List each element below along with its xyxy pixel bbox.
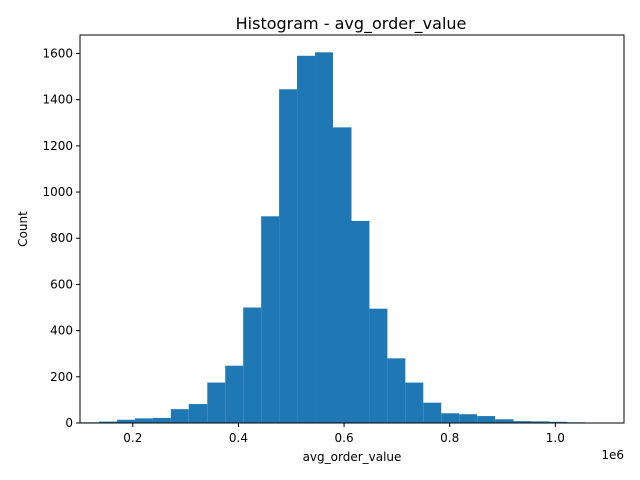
x-axis-label: avg_order_value [303, 450, 402, 464]
x-axis-offset-label: 1e6 [601, 448, 624, 462]
x-tick-label-1: 0.4 [229, 431, 248, 445]
histogram-bar-16 [369, 308, 388, 423]
y-tick-label-8: 1600 [42, 46, 73, 60]
histogram-bar-4 [152, 417, 171, 423]
y-tick-label-7: 1400 [42, 93, 73, 107]
histogram-bar-17 [387, 358, 406, 423]
histogram-bar-6 [188, 404, 208, 423]
y-tick-label-5: 1000 [42, 185, 73, 199]
histogram-bar-3 [134, 418, 153, 423]
x-tick-label-4: 1.0 [546, 431, 565, 445]
chart-title: Histogram - avg_order_value [236, 14, 467, 34]
x-tick-label-0: 0.2 [123, 431, 142, 445]
y-axis-label: Count [16, 211, 30, 247]
plot-frame [79, 34, 625, 424]
histogram-bars [81, 52, 622, 424]
histogram-bar-22 [477, 416, 496, 423]
histogram-bar-15 [351, 220, 370, 423]
histogram-bar-10 [261, 216, 280, 423]
y-tick-label-6: 1200 [42, 139, 73, 153]
histogram-bar-1 [99, 421, 117, 423]
histogram-bar-19 [423, 402, 442, 423]
x-tick-label-3: 0.8 [440, 431, 459, 445]
histogram-bar-13 [315, 52, 333, 423]
y-tick-label-1: 200 [50, 370, 73, 384]
y-tick-label-3: 600 [50, 277, 73, 291]
histogram-bar-7 [207, 382, 226, 423]
histogram-bar-11 [279, 89, 298, 424]
y-tick-label-4: 800 [50, 231, 73, 245]
histogram-bar-23 [495, 419, 514, 423]
histogram-bar-18 [405, 382, 424, 423]
histogram-bar-25 [531, 421, 550, 423]
histogram-bar-8 [225, 365, 244, 423]
x-axis-ticks: 0.2 0.4 0.6 0.8 1.0 [123, 423, 565, 445]
y-axis-ticks: 0 200 400 600 800 1000 1200 1400 1600 [42, 46, 80, 430]
histogram-bar-20 [441, 413, 460, 423]
histogram-bar-24 [513, 421, 532, 423]
histogram-bar-5 [170, 409, 189, 423]
y-tick-label-0: 0 [65, 416, 73, 430]
y-tick-label-2: 400 [50, 324, 73, 338]
histogram-bar-12 [297, 55, 316, 423]
x-tick-label-2: 0.6 [335, 431, 354, 445]
histogram-bar-14 [332, 127, 352, 423]
histogram-bar-9 [243, 307, 262, 423]
histogram-bar-2 [116, 419, 135, 423]
histogram-bar-21 [459, 414, 478, 423]
histogram-bar-26 [549, 421, 568, 423]
